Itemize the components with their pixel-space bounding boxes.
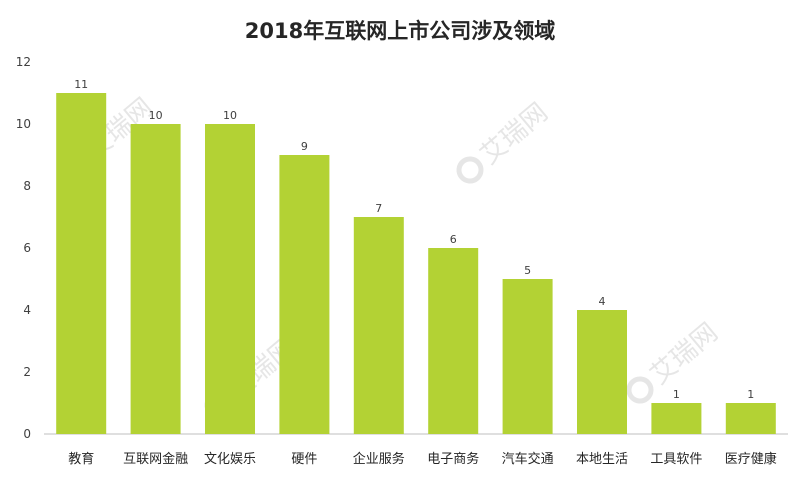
bar [353, 217, 404, 434]
data-label: 9 [301, 140, 308, 153]
category-label: 企业服务 [353, 451, 405, 467]
data-label: 10 [223, 109, 237, 122]
data-label: 5 [524, 264, 531, 277]
data-label: 1 [747, 388, 754, 401]
bar [130, 124, 181, 434]
category-label: 汽车交通 [502, 451, 554, 467]
y-axis-ticks: 0 2 4 6 8 10 12 [16, 55, 31, 441]
bar [428, 248, 479, 434]
data-label: 1 [673, 388, 680, 401]
category-label: 医疗健康 [725, 451, 777, 467]
category-label: 文化娱乐 [204, 452, 256, 467]
data-label: 7 [375, 202, 382, 215]
bar [502, 279, 553, 434]
category-label: 本地生活 [576, 452, 628, 467]
bar [651, 403, 702, 434]
chart-title: 2018年互联网上市公司涉及领域 [245, 19, 555, 43]
data-label: 4 [599, 295, 606, 308]
y-tick-label: 0 [23, 427, 31, 441]
bar [577, 310, 627, 434]
category-label: 硬件 [291, 452, 317, 467]
category-label: 互联网金融 [123, 451, 188, 467]
watermark: 艾瑞网 [456, 98, 554, 184]
bar [205, 124, 255, 434]
watermark-text: 艾瑞网 [475, 98, 554, 171]
data-label: 10 [149, 109, 163, 122]
bars [56, 93, 776, 434]
y-tick-label: 8 [23, 179, 31, 193]
watermark-logo-icon [456, 156, 484, 184]
data-label: 11 [74, 78, 88, 91]
data-label: 6 [450, 233, 457, 246]
bar [279, 155, 330, 434]
category-label: 教育 [68, 451, 94, 467]
y-tick-label: 4 [23, 303, 31, 317]
y-tick-label: 12 [16, 55, 31, 69]
y-tick-label: 10 [16, 117, 31, 131]
category-label: 电子商务 [427, 451, 479, 467]
category-label: 工具软件 [650, 452, 702, 467]
y-tick-label: 2 [23, 365, 31, 379]
bar [725, 403, 776, 434]
y-tick-label: 6 [23, 241, 31, 255]
bar [56, 93, 107, 434]
watermark-text: 艾瑞网 [645, 318, 724, 391]
watermark-logo-icon [626, 376, 654, 404]
category-labels: 教育 互联网金融 文化娱乐 硬件 企业服务 电子商务 汽车交通 本地生活 工具软件 医疗健康 [68, 451, 777, 467]
